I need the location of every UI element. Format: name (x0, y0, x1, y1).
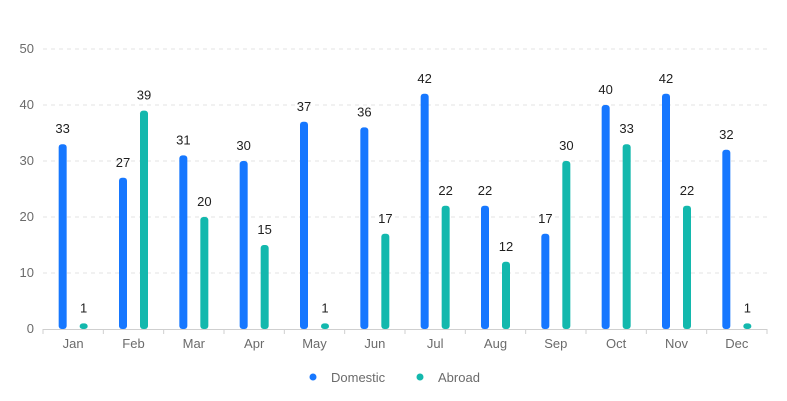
x-tick-label: Jul (427, 336, 444, 351)
x-tick-label: Apr (244, 336, 265, 351)
bar-domestic[interactable] (360, 127, 369, 330)
x-tick-label: Aug (484, 336, 507, 351)
data-label: 39 (137, 88, 151, 103)
bar-abroad[interactable] (683, 205, 691, 329)
bar-domestic[interactable] (239, 161, 248, 329)
x-tick-label: Jun (364, 336, 385, 351)
data-label: 17 (538, 211, 552, 226)
x-axis: Jan Feb Mar Apr May Jun Jul Aug Sep Oct Nov Dec (42, 329, 768, 351)
data-label: 33 (619, 121, 633, 136)
data-label: 42 (417, 71, 431, 86)
bar-abroad[interactable] (743, 323, 752, 329)
data-label: 22 (680, 183, 694, 198)
data-label: 30 (236, 138, 250, 153)
bar-abroad[interactable] (200, 217, 209, 329)
x-tick-label: Oct (606, 336, 627, 351)
data-label: 32 (719, 127, 733, 142)
bar-domestic[interactable] (300, 121, 308, 329)
data-label: 17 (378, 211, 392, 226)
bars (58, 93, 752, 330)
x-tick-label: Jan (63, 336, 84, 351)
y-tick-label: 50 (20, 41, 34, 56)
x-tick-label: Mar (183, 336, 206, 351)
data-labels: 33 1 27 39 31 20 30 15 37 1 36 17 42 22 22 12 17 30 40 33 42… (55, 71, 751, 316)
bar-domestic[interactable] (722, 149, 731, 329)
data-label: 22 (478, 183, 492, 198)
x-tick-label: Nov (665, 336, 689, 351)
bar-domestic[interactable] (541, 233, 550, 329)
y-tick-label: 0 (27, 321, 34, 336)
legend-marker (309, 373, 317, 381)
y-tick-label: 40 (20, 97, 34, 112)
bar-abroad[interactable] (260, 245, 269, 329)
data-label: 1 (80, 300, 87, 315)
bar-abroad[interactable] (502, 261, 510, 329)
legend-item-domestic[interactable]: Domestic (309, 370, 386, 385)
bar-abroad[interactable] (441, 205, 450, 329)
data-label: 12 (499, 239, 513, 254)
data-label: 40 (598, 82, 612, 97)
data-label: 27 (116, 155, 130, 170)
bar-domestic[interactable] (58, 144, 67, 329)
y-axis: 0 10 20 30 40 50 (20, 41, 34, 336)
legend-item-abroad[interactable]: Abroad (416, 370, 480, 385)
bar-abroad[interactable] (562, 161, 571, 329)
legend: Domestic Abroad (309, 370, 480, 385)
data-label: 36 (357, 104, 371, 119)
bar-domestic[interactable] (481, 205, 489, 329)
data-label: 15 (257, 222, 271, 237)
data-label: 37 (297, 99, 311, 114)
legend-label: Domestic (331, 370, 386, 385)
bar-domestic[interactable] (420, 93, 429, 329)
grid-lines (43, 48, 767, 274)
data-label: 33 (55, 121, 69, 136)
bar-abroad[interactable] (381, 233, 390, 329)
bar-domestic[interactable] (119, 177, 127, 329)
data-label: 31 (176, 132, 190, 147)
bar-domestic[interactable] (179, 155, 188, 329)
legend-label: Abroad (438, 370, 480, 385)
data-label: 20 (197, 194, 211, 209)
y-tick-label: 10 (20, 265, 34, 280)
data-label: 1 (321, 300, 328, 315)
y-tick-label: 30 (20, 153, 34, 168)
x-tick-label: Dec (725, 336, 749, 351)
bar-domestic[interactable] (662, 93, 670, 329)
x-tick-label: Sep (544, 336, 567, 351)
x-tick-label: Feb (122, 336, 144, 351)
data-label: 22 (438, 183, 452, 198)
legend-marker (416, 373, 424, 381)
bar-abroad[interactable] (321, 323, 329, 329)
x-tick-label: May (302, 336, 327, 351)
data-label: 42 (659, 71, 673, 86)
bar-abroad[interactable] (622, 144, 631, 329)
bar-abroad[interactable] (140, 110, 148, 329)
bar-domestic[interactable] (601, 105, 610, 329)
y-tick-label: 20 (20, 209, 34, 224)
data-label: 30 (559, 138, 573, 153)
data-label: 1 (744, 300, 751, 315)
bar-abroad[interactable] (79, 323, 88, 329)
